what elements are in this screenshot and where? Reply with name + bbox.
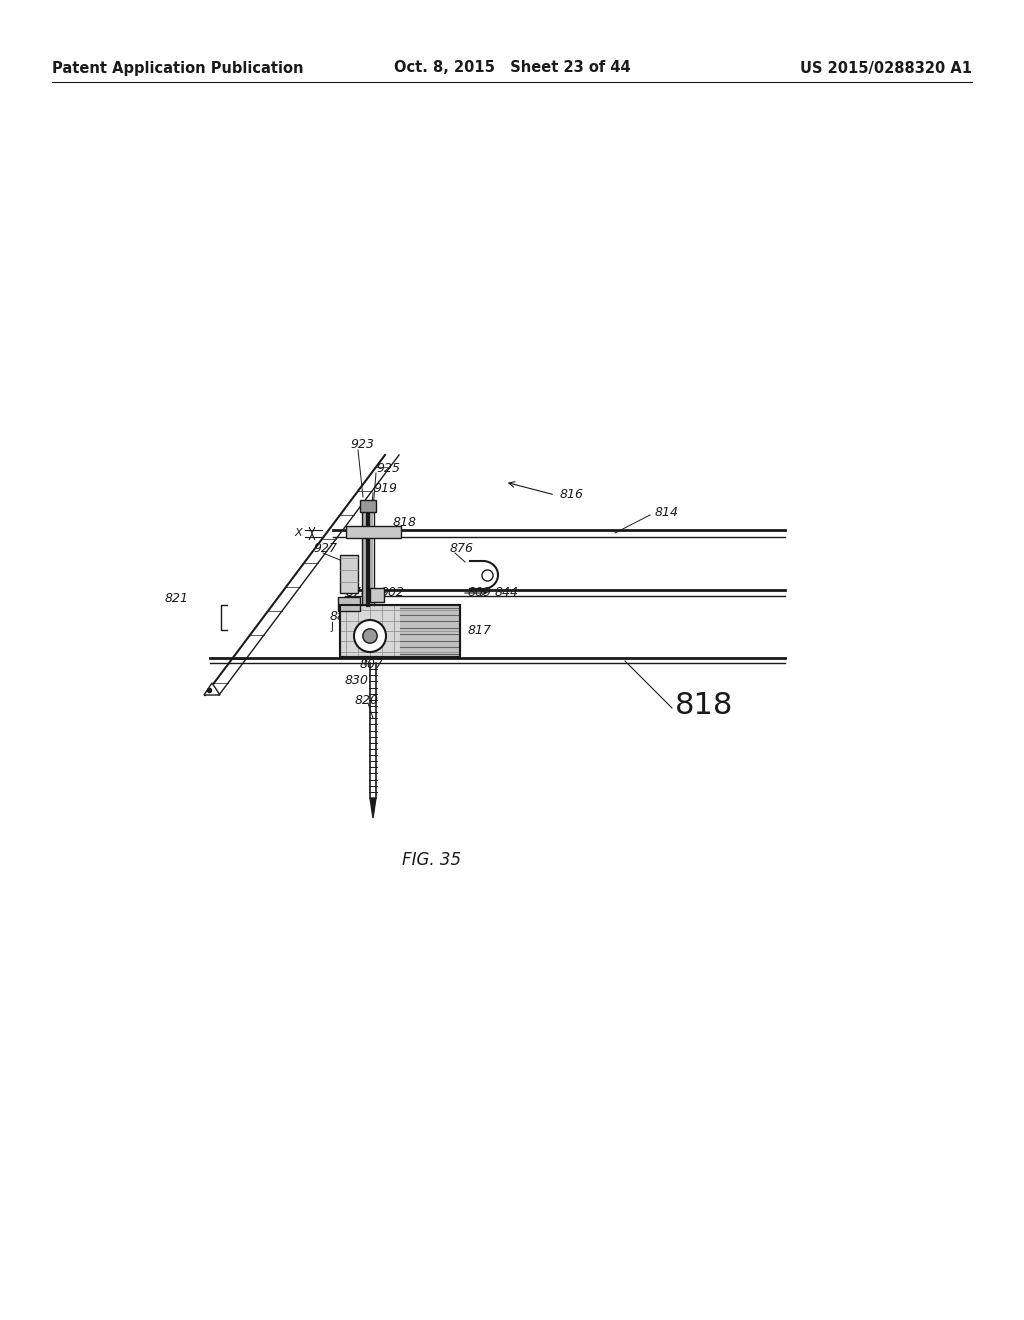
Text: 807: 807	[360, 659, 384, 672]
Text: 818: 818	[393, 516, 417, 528]
Text: 817: 817	[468, 623, 492, 636]
Text: 818: 818	[675, 690, 733, 719]
Bar	[360, 500, 376, 512]
Text: 809: 809	[468, 586, 492, 598]
Text: 844: 844	[495, 586, 519, 599]
Circle shape	[354, 620, 386, 652]
Text: FIG. 35: FIG. 35	[402, 851, 462, 869]
Bar	[370, 587, 384, 602]
Bar	[362, 510, 373, 605]
Text: 821: 821	[165, 591, 189, 605]
Text: 925: 925	[376, 462, 400, 474]
Text: 816: 816	[560, 488, 584, 502]
Polygon shape	[204, 682, 220, 696]
Text: J: J	[330, 622, 333, 632]
Bar	[400, 605, 460, 657]
Text: 878: 878	[346, 586, 370, 598]
Bar	[338, 597, 360, 611]
Text: Oct. 8, 2015   Sheet 23 of 44: Oct. 8, 2015 Sheet 23 of 44	[393, 61, 631, 75]
Text: 927: 927	[313, 541, 337, 554]
Bar	[346, 525, 401, 539]
Text: US 2015/0288320 A1: US 2015/0288320 A1	[800, 61, 972, 75]
Text: 830: 830	[345, 673, 369, 686]
Text: X: X	[294, 528, 302, 539]
Text: 814: 814	[655, 506, 679, 519]
Text: 923: 923	[350, 438, 374, 451]
Text: 919: 919	[373, 482, 397, 495]
Text: Patent Application Publication: Patent Application Publication	[52, 61, 303, 75]
Polygon shape	[370, 799, 376, 818]
Circle shape	[362, 628, 377, 643]
Text: 902: 902	[380, 586, 404, 598]
Bar	[340, 605, 460, 657]
Text: 880: 880	[330, 610, 354, 623]
Text: 820: 820	[355, 693, 379, 706]
Text: 876: 876	[450, 541, 474, 554]
Bar	[340, 554, 358, 593]
Bar	[340, 605, 460, 657]
